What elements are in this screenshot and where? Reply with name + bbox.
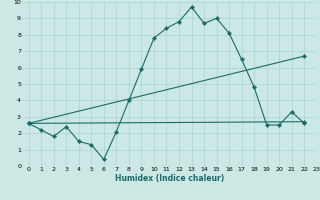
X-axis label: Humidex (Indice chaleur): Humidex (Indice chaleur): [115, 174, 224, 183]
